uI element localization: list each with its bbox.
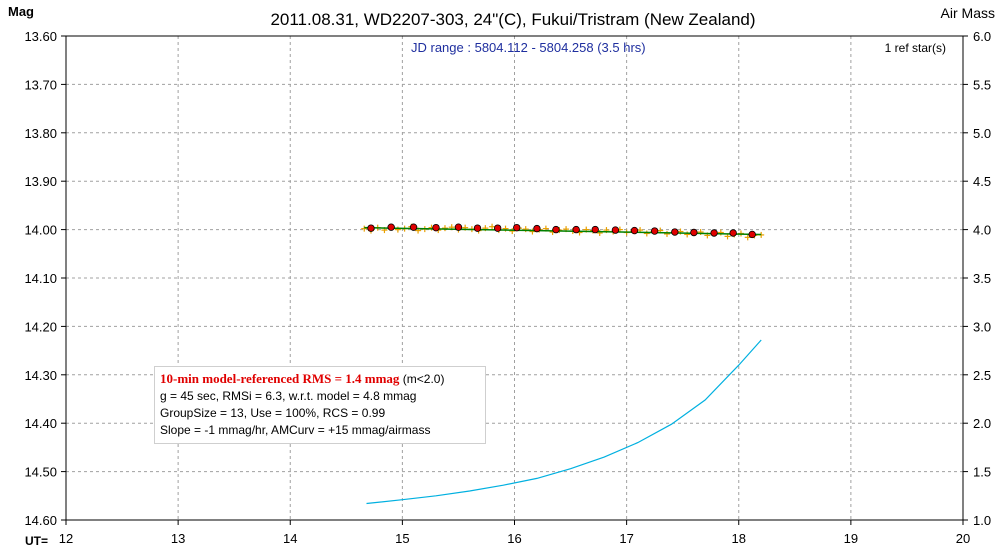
model-trend-line xyxy=(364,226,762,236)
raw-point xyxy=(441,225,448,232)
y-tick-label: 14.60 xyxy=(24,513,57,528)
x-tick-label: 17 xyxy=(619,531,633,546)
binned-point xyxy=(630,226,639,235)
binned-point xyxy=(432,223,440,232)
y-tick-label: 14.30 xyxy=(24,368,57,383)
y2-tick-label: 5.5 xyxy=(973,77,991,92)
binned-point xyxy=(409,223,418,231)
binned-point xyxy=(729,229,737,237)
x-tick-label: 19 xyxy=(844,531,858,546)
raw-point xyxy=(509,228,516,235)
x-axis-label: UT= xyxy=(25,534,48,548)
jd-range-label: JD range : 5804.112 - 5804.258 (3.5 hrs) xyxy=(411,40,646,55)
x-tick-label: 15 xyxy=(395,531,409,546)
x-tick-label: 18 xyxy=(732,531,746,546)
x-tick-label: 20 xyxy=(956,531,970,546)
stats-box: 10-min model-referenced RMS = 1.4 mmag (… xyxy=(154,366,486,444)
binned-point xyxy=(748,230,756,239)
binned-point xyxy=(552,225,560,234)
raw-point xyxy=(684,231,691,238)
binned-point xyxy=(650,227,659,235)
y2-tick-label: 1.5 xyxy=(973,465,991,480)
y2-tick-label: 3.0 xyxy=(973,319,991,334)
rms-line: 10-min model-referenced RMS = 1.4 mmag (… xyxy=(160,370,485,388)
binned-point xyxy=(473,224,482,232)
y-tick-label: 14.50 xyxy=(24,465,57,480)
x-tick-label: 12 xyxy=(59,531,73,546)
y-axis-label: Mag xyxy=(8,4,34,19)
raw-point xyxy=(643,230,650,237)
rms-condition: (m<2.0) xyxy=(399,372,445,386)
y2-tick-label: 4.5 xyxy=(973,174,991,189)
rms-headline: 10-min model-referenced RMS = 1.4 mmag xyxy=(160,371,400,386)
binned-point xyxy=(367,224,375,232)
binned-point xyxy=(387,223,395,231)
raw-point xyxy=(529,228,536,235)
y2-axis-label: Air Mass xyxy=(941,5,995,21)
binned-point xyxy=(591,225,599,234)
model-line xyxy=(364,226,762,236)
x-tick-label: 14 xyxy=(283,531,297,546)
y2-tick-label: 4.0 xyxy=(973,223,991,238)
stats-line-4: Slope = -1 mmag/hr, AMCurv = +15 mmag/ai… xyxy=(160,423,431,437)
y-tick-label: 13.90 xyxy=(24,174,57,189)
binned-point xyxy=(690,228,698,237)
binned-point xyxy=(533,224,541,233)
y2-tick-label: 3.5 xyxy=(973,271,991,286)
binned-point xyxy=(454,223,463,231)
airmass-line xyxy=(366,339,762,505)
raw-point xyxy=(717,229,724,236)
raw-point xyxy=(663,230,670,237)
binned-point xyxy=(611,226,620,234)
binned-point xyxy=(710,229,718,237)
y2-tick-label: 2.5 xyxy=(973,368,991,383)
raw-point xyxy=(522,226,529,233)
y-tick-label: 14.10 xyxy=(24,271,57,286)
axis-ticks: 13.60 13.70 13.80 13.90 14.00 14.10 14.20 14.30… xyxy=(24,29,991,546)
x-tick-label: 16 xyxy=(507,531,521,546)
grid-lines xyxy=(66,36,963,520)
raw-point xyxy=(744,234,751,241)
stats-line-3: GroupSize = 13, Use = 100%, RCS = 0.99 xyxy=(160,406,386,420)
y-tick-label: 14.40 xyxy=(24,416,57,431)
binned-point xyxy=(671,228,679,236)
raw-points xyxy=(361,223,765,241)
y2-tick-label: 1.0 xyxy=(973,513,991,528)
y-tick-label: 13.60 xyxy=(24,29,57,44)
binned-point xyxy=(513,223,521,232)
binned-point xyxy=(572,225,580,234)
stats-line-2: g = 45 sec, RMSi = 6.3, w.r.t. model = 4… xyxy=(160,389,417,403)
y2-tick-label: 2.0 xyxy=(973,416,991,431)
chart-title: 2011.08.31, WD2207-303, 24"(C), Fukui/Tr… xyxy=(270,10,755,29)
binned-points xyxy=(367,223,756,239)
y-tick-label: 13.80 xyxy=(24,126,57,141)
ref-stars-label: 1 ref star(s) xyxy=(885,41,946,55)
y-tick-label: 13.70 xyxy=(24,77,57,92)
raw-point xyxy=(361,225,368,232)
binned-point xyxy=(493,224,502,232)
y-tick-label: 14.00 xyxy=(24,223,57,238)
raw-point xyxy=(489,223,496,230)
airmass-curve xyxy=(366,339,762,505)
y2-tick-label: 5.0 xyxy=(973,126,991,141)
x-tick-label: 13 xyxy=(171,531,185,546)
y-tick-label: 14.20 xyxy=(24,319,57,334)
y2-tick-label: 6.0 xyxy=(973,29,991,44)
